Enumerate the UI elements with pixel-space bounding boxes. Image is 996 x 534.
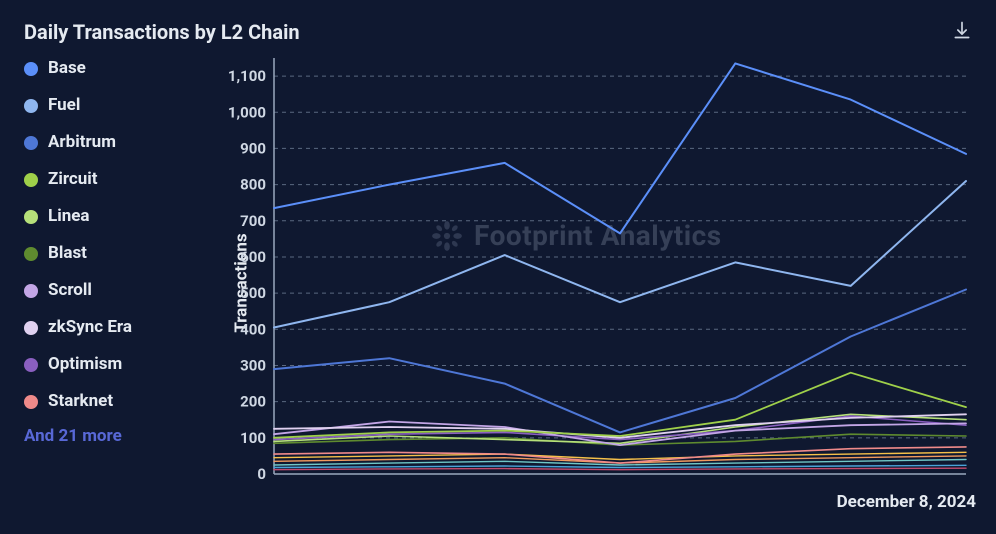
series-line: [274, 452, 966, 459]
legend: Base Fuel Arbitrum Zircuit Linea Blast Scroll z…: [20, 54, 196, 512]
legend-label: Arbitrum: [48, 134, 116, 151]
legend-item[interactable]: Zircuit: [20, 167, 196, 192]
legend-swatch: [24, 284, 38, 298]
download-icon: [952, 20, 972, 40]
y-tick-label: 600: [240, 248, 266, 266]
chart-body: Base Fuel Arbitrum Zircuit Linea Blast Scroll z…: [20, 54, 976, 512]
legend-label: Linea: [48, 208, 90, 225]
legend-swatch: [24, 173, 38, 187]
y-tick-label: 1,000: [228, 103, 266, 121]
legend-item[interactable]: Linea: [20, 204, 196, 229]
series-line: [274, 290, 966, 433]
legend-item[interactable]: zkSync Era: [20, 315, 196, 340]
chart-title: Daily Transactions by L2 Chain: [24, 20, 976, 44]
y-tick-label: 700: [240, 212, 266, 230]
legend-label: Starknet: [48, 393, 113, 410]
legend-swatch: [24, 358, 38, 372]
y-tick-label: 0: [257, 465, 266, 483]
legend-item[interactable]: Base: [20, 56, 196, 81]
legend-label: Zircuit: [48, 171, 98, 188]
download-button[interactable]: [952, 20, 972, 40]
chart-card: Daily Transactions by L2 Chain Base Fuel A…: [0, 0, 996, 534]
legend-label: Scroll: [48, 282, 92, 299]
series-line: [274, 468, 966, 470]
x-axis-date-label: December 8, 2024: [837, 492, 976, 512]
series-line: [274, 181, 966, 328]
y-tick-label: 300: [240, 356, 266, 374]
legend-swatch: [24, 210, 38, 224]
legend-more[interactable]: And 21 more: [20, 426, 196, 446]
legend-label: Base: [48, 60, 86, 77]
legend-item[interactable]: Blast: [20, 241, 196, 266]
legend-swatch: [24, 321, 38, 335]
chart-area: Transactions Footprint Analyt: [196, 54, 976, 512]
y-tick-label: 900: [240, 139, 266, 157]
y-tick-label: 200: [240, 393, 266, 411]
legend-swatch: [24, 247, 38, 261]
legend-item[interactable]: Optimism: [20, 352, 196, 377]
line-chart: 0 100 200 300 400 500 600 700 800 900 1,000 1,100: [196, 54, 976, 512]
y-tick-label: 400: [240, 320, 266, 338]
legend-label: zkSync Era: [48, 319, 132, 336]
legend-swatch: [24, 395, 38, 409]
legend-swatch: [24, 136, 38, 150]
legend-label: Optimism: [48, 356, 122, 373]
legend-item[interactable]: Starknet: [20, 389, 196, 414]
legend-label: Blast: [48, 245, 87, 262]
legend-item[interactable]: Scroll: [20, 278, 196, 303]
legend-swatch: [24, 62, 38, 76]
legend-label: Fuel: [48, 97, 80, 114]
y-tick-label: 800: [240, 176, 266, 194]
legend-item[interactable]: Arbitrum: [20, 130, 196, 155]
legend-swatch: [24, 99, 38, 113]
y-tick-label: 100: [240, 429, 266, 447]
y-tick-label: 500: [240, 284, 266, 302]
y-tick-label: 1,100: [228, 67, 266, 85]
legend-item[interactable]: Fuel: [20, 93, 196, 118]
